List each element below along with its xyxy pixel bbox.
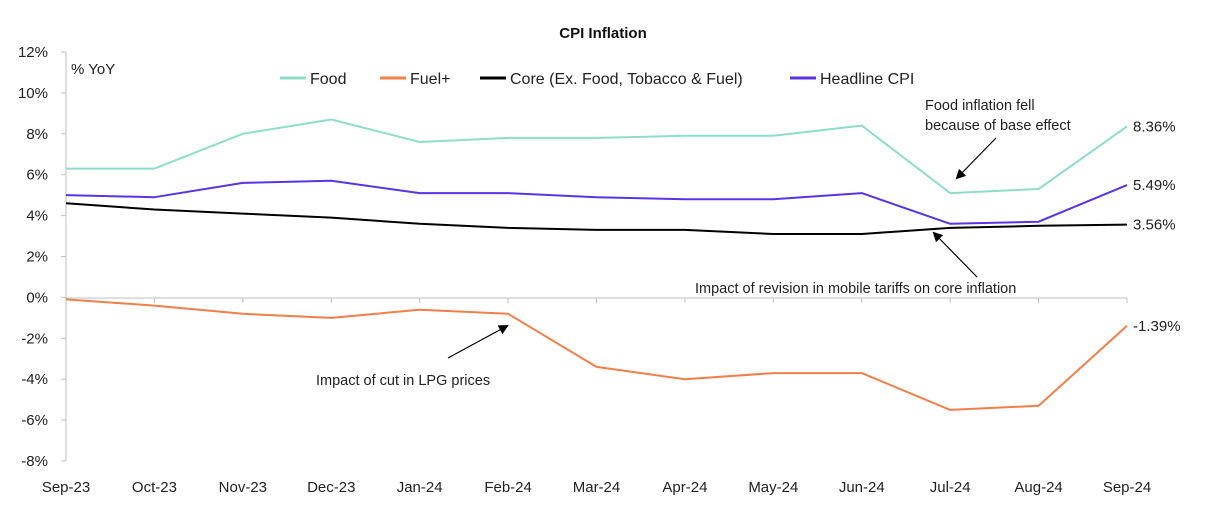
annotation-food-text-line-1: Food inflation fell [925,98,1035,114]
series-line [65,179,1128,225]
x-tick-label: Dec-23 [307,479,355,496]
annotation-fuel-arrow [447,325,509,359]
legend-label: Food [310,71,346,88]
x-tick-label: Oct-23 [132,479,177,496]
series-line [65,298,1128,411]
y-tick-label: 8% [26,126,48,143]
series-end-label: -1.39% [1133,318,1181,335]
x-tick-label: Jul-24 [930,479,971,496]
y-axis-unit-label: % YoY [71,61,115,78]
y-tick-label: 12% [18,44,48,61]
y-tick-label: 4% [26,208,48,225]
series-lines: 8.36% -1.39% 3.56% 5.49% [65,118,1181,411]
y-tick-label: -6% [21,412,48,429]
legend: Food Fuel+ Core (Ex. Food, Tobacco & Fuel)… [280,71,914,88]
annotation-fuel-text: Impact of cut in LPG prices [316,373,490,389]
y-tick-label: -4% [21,371,48,388]
legend-label: Core (Ex. Food, Tobacco & Fuel) [510,71,743,88]
annotation-food-text-line-2: because of base effect [925,118,1071,134]
x-tick-label: Feb-24 [484,479,532,496]
y-tick-label: 0% [26,289,48,306]
y-tick-label: 2% [26,249,48,266]
series-line [66,118,1128,195]
y-tick-label: -2% [21,330,48,347]
x-tick-label: Jan-24 [397,479,443,496]
y-tick-label: 6% [26,167,48,184]
x-tick-label: Jun-24 [839,479,885,496]
axes: 12% 10% 8% 6% 4% 2% 0% -2% -4% -6% -8% Sep-23 Oct-23… [18,44,1151,496]
chart-title: CPI Inflation [559,25,647,42]
series-end-label: 3.56% [1133,217,1176,234]
x-tick-label: Apr-24 [662,479,707,496]
x-tick-label: Sep-23 [42,479,90,496]
series-line [65,202,1128,235]
legend-label: Headline CPI [820,71,914,88]
y-tick-label: 10% [18,85,48,102]
annotation-core-text: Impact of revision in mobile tariffs on … [695,281,1016,297]
y-tick-label: -8% [21,453,48,470]
x-tick-label: Sep-24 [1103,479,1151,496]
annotation-core-arrow [932,231,978,278]
annotations: Food inflation fell because of base effec… [316,98,1071,389]
x-tick-label: Aug-24 [1014,479,1062,496]
x-tick-label: Nov-23 [219,479,267,496]
x-tick-label: May-24 [748,479,798,496]
annotation-food-arrow [955,137,997,180]
series-end-label: 8.36% [1133,118,1176,135]
legend-label: Fuel+ [410,71,450,88]
x-tick-label: Mar-24 [573,479,621,496]
series-end-label: 5.49% [1133,177,1176,194]
